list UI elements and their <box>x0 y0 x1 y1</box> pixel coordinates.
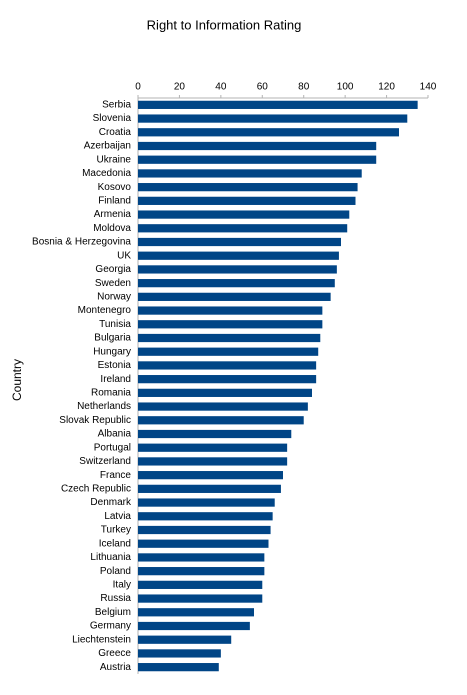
bar <box>138 292 331 301</box>
bar <box>138 169 362 178</box>
y-tick-label: Moldova <box>93 223 131 234</box>
x-tick-label: 80 <box>298 82 310 93</box>
y-tick-label: Denmark <box>90 497 132 508</box>
bar <box>138 347 319 356</box>
y-tick-label: UK <box>117 250 131 261</box>
bar <box>138 237 341 247</box>
bar <box>138 306 323 315</box>
bar <box>138 100 418 109</box>
y-tick-label: Azerbaijan <box>84 141 131 152</box>
y-tick-label: Turkey <box>101 525 131 536</box>
bar <box>138 375 317 384</box>
y-tick-label: Finland <box>98 195 131 206</box>
bar <box>138 649 221 658</box>
bar <box>138 471 283 480</box>
bar <box>138 498 275 507</box>
bar <box>138 128 399 137</box>
bar <box>138 210 350 219</box>
x-tick-label: 40 <box>215 82 227 93</box>
bar <box>138 141 377 151</box>
bar <box>138 388 312 397</box>
y-tick-label: Croatia <box>99 127 132 138</box>
bar <box>138 553 265 562</box>
x-tick-label: 20 <box>174 82 186 93</box>
bar <box>138 320 323 329</box>
bar <box>138 594 263 603</box>
bar <box>138 416 304 425</box>
y-tick-label: Bulgaria <box>94 333 131 344</box>
bar <box>138 621 250 631</box>
bar <box>138 361 317 370</box>
x-tick-label: 100 <box>337 82 354 93</box>
bar <box>138 457 288 466</box>
y-tick-label: Austria <box>100 662 132 673</box>
bar <box>138 224 348 233</box>
y-tick-label: Czech Republic <box>61 483 131 494</box>
y-tick-label: Slovenia <box>93 113 132 124</box>
y-tick-label: Switzerland <box>79 456 131 467</box>
y-tick-label: Georgia <box>95 264 131 275</box>
bar <box>138 114 408 123</box>
x-tick-label: 60 <box>257 82 269 93</box>
bar <box>138 279 335 288</box>
y-tick-label: Greece <box>98 648 131 659</box>
y-tick-label: Portugal <box>94 442 131 453</box>
y-tick-label: Liechtenstein <box>72 634 131 645</box>
y-tick-label: Hungary <box>93 346 131 357</box>
y-tick-label: Tunisia <box>99 319 131 330</box>
bar <box>138 402 308 411</box>
y-tick-label: Germany <box>90 621 131 632</box>
y-tick-label: Ireland <box>100 374 131 385</box>
x-tick-label: 120 <box>378 82 395 93</box>
bar <box>138 333 321 343</box>
y-tick-label: Slovak Republic <box>59 415 131 426</box>
bar <box>138 155 377 164</box>
bar <box>138 251 339 260</box>
y-tick-label: Estonia <box>98 360 132 371</box>
bar <box>138 608 254 617</box>
y-tick-label: Lithuania <box>90 552 131 563</box>
y-tick-label: Norway <box>97 291 131 302</box>
bar <box>138 525 271 535</box>
y-tick-label: Italy <box>113 579 131 590</box>
y-tick-label: Bosnia & Herzegovina <box>32 237 131 248</box>
y-tick-label: Netherlands <box>77 401 131 412</box>
y-tick-label: Serbia <box>102 99 131 110</box>
bar <box>138 512 273 521</box>
y-tick-label: Kosovo <box>98 182 132 193</box>
bar <box>138 580 263 589</box>
y-tick-label: Romania <box>91 387 131 398</box>
bar <box>138 663 219 672</box>
y-tick-label: Montenegro <box>78 305 132 316</box>
bar <box>138 635 232 644</box>
bar <box>138 429 292 439</box>
y-tick-label: Russia <box>100 593 131 604</box>
y-axis-label: Country <box>10 359 24 401</box>
bar <box>138 567 265 576</box>
y-tick-label: Ukraine <box>97 154 132 165</box>
bar <box>138 183 358 192</box>
y-tick-label: Poland <box>100 566 131 577</box>
chart-title: Right to Information Rating <box>147 17 302 32</box>
y-tick-label: France <box>100 470 132 481</box>
y-tick-label: Latvia <box>104 511 131 522</box>
bar <box>138 265 337 274</box>
y-tick-label: Albania <box>98 429 132 440</box>
y-tick-label: Sweden <box>95 278 131 289</box>
y-tick-label: Macedonia <box>82 168 131 179</box>
x-tick-label: 140 <box>420 82 437 93</box>
bar <box>138 539 269 548</box>
bar <box>138 196 356 205</box>
x-tick-label: 0 <box>135 82 141 93</box>
bar <box>138 443 288 452</box>
y-tick-label: Belgium <box>95 607 131 618</box>
bar <box>138 484 281 493</box>
y-tick-label: Armenia <box>94 209 132 220</box>
y-tick-label: Iceland <box>99 538 131 549</box>
